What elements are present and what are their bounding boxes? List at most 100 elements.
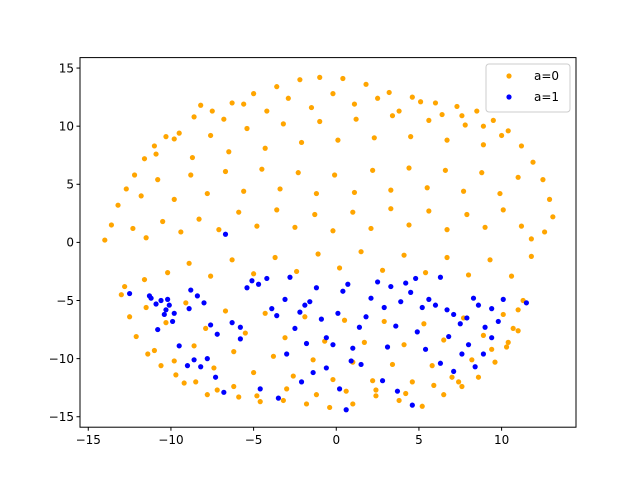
scatter-point-series1-41	[375, 279, 381, 285]
scatter-point-series0-192	[489, 346, 495, 352]
scatter-point-series0-129	[375, 95, 381, 101]
scatter-point-series1-46	[403, 280, 409, 286]
scatter-point-series0-100	[515, 174, 521, 180]
legend: a=0 a=1	[485, 63, 571, 113]
scatter-point-series0-70	[368, 225, 374, 232]
scatter-point-series0-142	[272, 254, 278, 261]
scatter-point-series0-161	[262, 310, 268, 316]
scatter-point-series0-21	[454, 103, 460, 110]
scatter-point-series1-38	[356, 324, 363, 330]
scatter-point-series0-102	[171, 136, 177, 142]
y-tick-label: 5	[66, 178, 74, 192]
scatter-point-series0-187	[389, 361, 396, 368]
scatter-point-series1-34	[335, 310, 341, 316]
scatter-point-series0-46	[373, 393, 379, 399]
scatter-point-series1-55	[457, 321, 463, 327]
y-tick-label: −15	[49, 410, 74, 424]
scatter-point-series1-11	[194, 293, 200, 299]
scatter-point-series0-88	[295, 170, 301, 176]
scatter-point-series0-71	[388, 206, 394, 212]
scatter-point-series0-72	[406, 222, 412, 228]
scatter-point-series1-14	[214, 331, 220, 337]
scatter-point-series0-137	[165, 270, 171, 276]
scatter-point-series0-133	[459, 113, 465, 119]
scatter-point-series0-199	[313, 392, 320, 398]
scatter-point-series0-105	[226, 149, 232, 155]
scatter-point-series0-60	[178, 229, 184, 235]
scatter-point-series1-4	[163, 307, 169, 313]
scatter-point-series1-18	[244, 285, 250, 291]
scatter-point-series0-61	[196, 216, 202, 222]
scatter-point-series0-63	[236, 209, 242, 215]
scatter-point-series0-4	[131, 172, 138, 178]
scatter-point-series1-7	[169, 318, 176, 325]
scatter-point-series0-68	[330, 228, 336, 234]
scatter-point-series0-73	[426, 208, 432, 214]
scatter-point-series0-181	[270, 353, 277, 359]
scatter-point-series0-182	[290, 373, 296, 379]
scatter-point-series1-6	[161, 311, 167, 318]
scatter-point-series1-85	[465, 342, 472, 348]
scatter-point-series1-21	[264, 275, 270, 282]
scatter-point-series1-68	[212, 374, 219, 380]
scatter-point-series0-179	[231, 349, 237, 355]
scatter-point-series0-149	[422, 270, 429, 276]
scatter-point-series1-3	[158, 297, 164, 304]
scatter-point-series1-87	[480, 351, 487, 357]
scatter-point-series0-136	[141, 276, 148, 283]
scatter-point-series0-11	[229, 100, 235, 106]
y-tick-label: 10	[59, 119, 74, 133]
scatter-point-series0-186	[370, 378, 376, 384]
scatter-point-series0-193	[505, 339, 511, 345]
scatter-point-series1-63	[523, 300, 530, 306]
scatter-point-series0-90	[332, 172, 338, 178]
scatter-point-series1-23	[274, 313, 280, 319]
x-tick-label: −5	[245, 433, 263, 447]
scatter-point-series0-44	[327, 404, 333, 411]
scatter-point-series0-87	[277, 186, 283, 192]
scatter-point-series1-47	[408, 289, 414, 295]
scatter-point-series0-108	[280, 121, 286, 127]
scatter-point-series0-80	[155, 177, 161, 183]
scatter-point-series0-141	[251, 271, 257, 277]
scatter-point-series0-83	[204, 190, 210, 197]
scatter-point-series0-120	[499, 132, 505, 139]
scatter-point-series0-43	[303, 401, 310, 407]
scatter-point-series0-174	[515, 328, 521, 334]
scatter-point-series0-191	[469, 357, 475, 363]
scatter-point-series1-76	[343, 407, 349, 413]
scatter-point-series0-12	[251, 91, 257, 97]
scatter-point-series0-31	[528, 236, 534, 242]
scatter-point-series0-132	[439, 111, 445, 118]
scatter-point-series1-99	[186, 306, 192, 312]
scatter-point-series1-42	[381, 304, 387, 311]
scatter-point-series0-58	[143, 235, 149, 241]
scatter-point-series0-134	[480, 123, 487, 129]
scatter-point-series1-92	[348, 358, 354, 364]
scatter-point-series0-3	[123, 186, 129, 192]
scatter-point-series0-98	[479, 170, 485, 176]
scatter-point-series1-2	[153, 301, 159, 307]
scatter-point-series0-25	[518, 143, 525, 149]
scatter-point-series1-31	[318, 316, 324, 322]
scatter-point-series0-81	[171, 196, 177, 202]
scatter-point-series1-89	[237, 336, 243, 342]
scatter-point-series1-74	[323, 365, 329, 371]
scatter-point-series1-57	[470, 295, 477, 301]
scatter-point-series1-93	[384, 344, 391, 350]
scatter-point-series0-127	[330, 91, 336, 97]
scatter-point-series0-51	[475, 374, 482, 380]
scatter-point-series1-61	[495, 318, 501, 325]
scatter-point-series0-65	[274, 207, 280, 213]
x-tick-label: 10	[494, 433, 509, 447]
scatter-point-series1-52	[437, 274, 444, 280]
scatter-point-series0-130	[396, 108, 402, 114]
scatter-point-series0-155	[143, 304, 149, 311]
scatter-point-series0-29	[550, 214, 556, 220]
scatter-point-series1-60	[489, 306, 495, 312]
scatter-point-series0-110	[317, 118, 323, 125]
scatter-point-series1-71	[275, 395, 281, 401]
scatter-point-series1-58	[475, 302, 482, 308]
scatter-point-series1-70	[257, 386, 263, 392]
